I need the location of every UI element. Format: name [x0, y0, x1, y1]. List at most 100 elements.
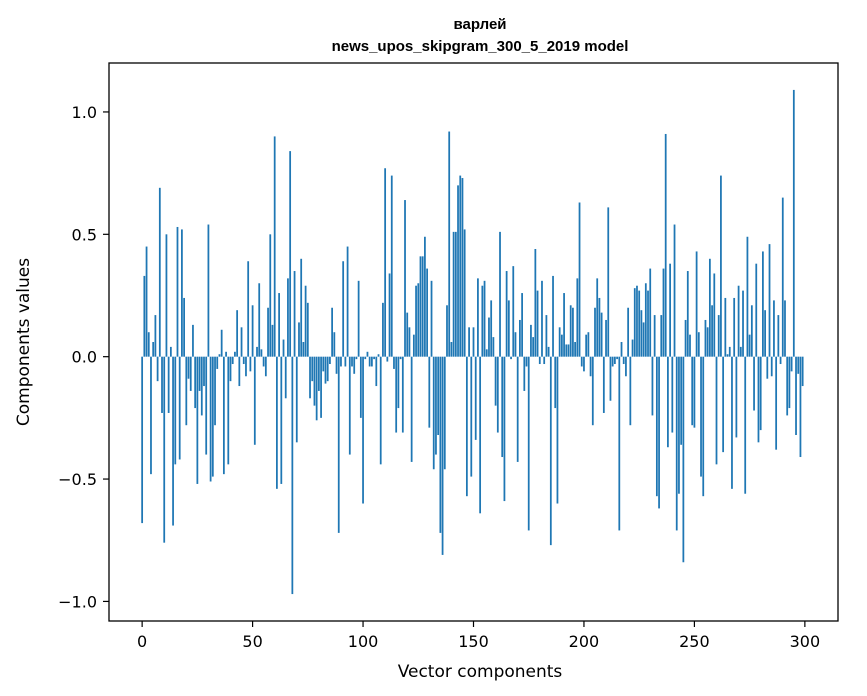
bar-119	[404, 200, 406, 357]
bar-46	[242, 356, 245, 365]
bar-50	[251, 305, 254, 357]
bar-136	[441, 356, 444, 555]
x-tick-label: 100	[348, 632, 379, 651]
bar-228	[644, 283, 647, 357]
bar-223	[633, 288, 636, 357]
bar-67	[289, 151, 292, 357]
bar-199	[580, 356, 583, 367]
bar-53	[258, 283, 261, 357]
bar-41	[231, 356, 234, 365]
bar-124	[415, 285, 417, 357]
bar-237	[664, 133, 667, 357]
bar-167	[510, 356, 512, 360]
bar-246	[684, 319, 687, 357]
bar-249	[691, 356, 694, 426]
bar-91	[342, 261, 345, 357]
bar-13	[169, 346, 172, 357]
bar-27	[200, 356, 203, 416]
bar-283	[766, 356, 769, 379]
bar-120	[406, 312, 409, 357]
bar-116	[397, 356, 400, 409]
bar-43	[236, 310, 239, 357]
bar-218	[622, 356, 625, 365]
bar-164	[503, 356, 506, 502]
bar-149	[470, 356, 473, 477]
bar-16	[176, 226, 179, 357]
bar-111	[386, 356, 389, 362]
y-axis-label: Components values	[14, 258, 34, 426]
bar-31	[209, 356, 212, 482]
bar-132	[432, 356, 435, 470]
bar-57	[267, 307, 269, 357]
bar-94	[348, 356, 351, 455]
bar-139	[448, 131, 451, 357]
bar-171	[519, 319, 521, 357]
bar-145	[461, 178, 464, 357]
bar-29	[205, 356, 208, 455]
bar-278	[755, 263, 758, 357]
bar-284	[768, 244, 771, 357]
bar-215	[616, 356, 618, 360]
bar-197	[576, 278, 579, 357]
bar-96	[353, 356, 356, 374]
bar-187	[554, 356, 557, 409]
y-tick-label: −1.0	[58, 592, 97, 611]
bar-257	[708, 258, 711, 357]
bar-32	[211, 356, 214, 477]
bar-180	[538, 356, 541, 365]
bar-296	[795, 356, 797, 435]
bar-270	[737, 285, 740, 357]
bar-182	[543, 356, 546, 365]
bar-282	[764, 310, 766, 357]
bar-7	[156, 356, 159, 382]
bar-87	[333, 332, 336, 357]
bar-252	[697, 332, 700, 357]
bar-234	[658, 356, 660, 509]
bar-20	[185, 356, 188, 426]
bar-55	[262, 356, 265, 367]
bar-253	[700, 356, 702, 477]
bar-150	[472, 327, 475, 357]
bar-166	[507, 300, 510, 357]
bar-220	[627, 307, 630, 357]
bar-208	[600, 312, 603, 357]
bar-36	[220, 329, 223, 357]
bar-159	[492, 337, 495, 357]
bar-10	[163, 356, 166, 543]
bar-216	[618, 356, 621, 531]
bar-274	[746, 236, 749, 357]
bar-174	[525, 356, 528, 367]
bar-201	[585, 334, 588, 357]
bar-148	[468, 327, 470, 357]
bar-66	[287, 278, 289, 357]
bar-285	[770, 356, 773, 377]
bar-245	[682, 356, 685, 563]
bar-162	[499, 231, 501, 357]
bar-227	[642, 322, 645, 357]
bar-75	[306, 302, 309, 357]
bar-258	[711, 305, 713, 357]
bar-206	[596, 278, 599, 357]
bar-125	[417, 283, 420, 357]
bar-42	[234, 351, 236, 357]
y-tick-label: −0.5	[58, 470, 97, 489]
bar-247	[686, 271, 689, 357]
bar-108	[379, 356, 382, 465]
bar-52	[256, 346, 258, 357]
bar-21	[187, 356, 190, 379]
bar-126	[419, 256, 422, 357]
bar-214	[614, 356, 616, 365]
bar-37	[222, 356, 225, 475]
y-tick-label: 1.0	[72, 103, 97, 122]
bar-225	[638, 290, 641, 357]
bar-165	[505, 271, 508, 357]
bar-84	[326, 356, 329, 382]
bar-289	[779, 356, 782, 365]
bar-183	[545, 315, 548, 357]
bar-155	[483, 280, 486, 357]
bar-1	[143, 275, 146, 357]
bar-255	[704, 319, 707, 357]
bar-292	[786, 356, 789, 416]
bar-98	[357, 280, 360, 357]
bar-281	[762, 251, 764, 357]
